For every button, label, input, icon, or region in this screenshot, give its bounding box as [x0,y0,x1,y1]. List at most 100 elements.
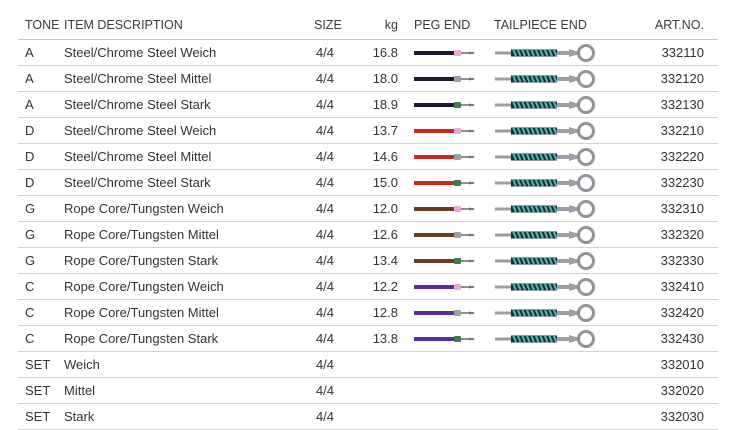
table-row: A Steel/Chrome Steel Weich 4/4 16.8 332110 [18,40,718,66]
cell-tone: A [25,45,34,60]
peg-end-icon [414,258,475,264]
cell-description: Steel/Chrome Steel Weich [64,123,217,138]
cell-description: Rope Core/Tungsten Mittel [64,227,219,242]
tailpiece-end-icon [495,226,595,244]
cell-art-no: 332110 [661,45,704,60]
table-row: D Steel/Chrome Steel Mittel 4/4 14.6 332220 [18,144,718,170]
cell-art-no: 332220 [660,149,704,164]
table-row: C Rope Core/Tungsten Mittel 4/4 12.8 332420 [18,300,718,326]
cell-kg: 13.4 [372,253,398,268]
tailpiece-end-icon [495,252,595,270]
header-peg-end: PEG END [414,18,471,32]
cell-tone: D [25,149,35,164]
peg-end-icon [414,336,475,342]
peg-end-icon [414,102,475,108]
cell-art-no: 332430 [660,331,704,346]
cell-art-no: 332120 [660,71,704,86]
cell-size: 4/4 [315,149,335,164]
peg-end-icon [414,76,475,82]
cell-kg: 13.8 [372,331,398,346]
cell-tone: C [25,331,35,346]
peg-end-icon [414,180,475,186]
cell-tone: A [25,97,34,112]
cell-size: 4/4 [315,279,335,294]
cell-art-no: 332310 [660,201,704,216]
peg-end-icon [414,232,475,238]
header-size: SIZE [314,18,342,32]
cell-size: 4/4 [315,97,335,112]
table-row: G Rope Core/Tungsten Mittel 4/4 12.6 332320 [18,222,718,248]
cell-art-no: 332410 [660,279,704,294]
tailpiece-end-icon [495,330,595,348]
cell-size: 4/4 [315,71,335,86]
tailpiece-end-icon [495,122,595,140]
cell-description: Steel/Chrome Steel Weich [64,45,217,60]
cell-tone: C [25,305,35,320]
table-row: A Steel/Chrome Steel Mittel 4/4 18.0 332120 [18,66,718,92]
cell-size: 4/4 [315,253,335,268]
cell-description: Steel/Chrome Steel Mittel [64,71,212,86]
cell-description: Rope Core/Tungsten Weich [64,279,224,294]
cell-size: 4/4 [315,305,335,320]
cell-art-no: 332230 [660,175,704,190]
cell-description: Rope Core/Tungsten Weich [64,201,224,216]
cell-kg: 15.0 [372,175,398,190]
header-tone: TONE [25,18,60,32]
table-row: D Steel/Chrome Steel Stark 4/4 15.0 332230 [18,170,718,196]
peg-end-icon [414,310,475,316]
cell-art-no: 332020 [660,383,704,398]
header-description: ITEM DESCRIPTION [64,18,183,32]
cell-tone: SET [25,409,51,424]
tailpiece-end-icon [495,278,595,296]
cell-art-no: 332030 [660,409,704,424]
cell-kg: 12.2 [372,279,398,294]
cell-size: 4/4 [315,357,335,372]
cell-description: Rope Core/Tungsten Stark [64,253,219,268]
cell-size: 4/4 [315,201,335,216]
cell-description: Mittel [64,383,96,398]
cell-description: Steel/Chrome Steel Mittel [64,149,212,164]
cell-size: 4/4 [315,45,335,60]
cell-kg: 12.0 [372,201,398,216]
cell-description: Rope Core/Tungsten Stark [64,331,219,346]
cell-tone: SET [25,383,51,398]
cell-kg: 16.8 [372,45,398,60]
header-tailpiece-end: TAILPIECE END [494,18,587,32]
table-row: D Steel/Chrome Steel Weich 4/4 13.7 332210 [18,118,718,144]
cell-tone: SET [25,357,51,372]
cell-description: Steel/Chrome Steel Stark [64,97,211,112]
table-header: TONE ITEM DESCRIPTION SIZE kg PEG END TA… [18,13,718,40]
header-kg: kg [384,18,398,32]
cell-art-no: 332210 [660,123,704,138]
table-row: SET Mittel 4/4 332020 [18,378,718,404]
tailpiece-end-icon [495,148,595,166]
cell-kg: 14.6 [372,149,398,164]
cell-tone: G [25,253,36,268]
cell-size: 4/4 [315,383,335,398]
cell-art-no: 332420 [660,305,704,320]
cell-kg: 12.8 [372,305,398,320]
tailpiece-end-icon [495,304,595,322]
cell-size: 4/4 [315,331,335,346]
header-art-no: ART.NO. [654,18,704,32]
tailpiece-end-icon [495,44,595,62]
table-row: SET Weich 4/4 332010 [18,352,718,378]
cell-tone: C [25,279,35,294]
cell-art-no: 332320 [660,227,704,242]
cell-kg: 18.9 [372,97,398,112]
table-body: A Steel/Chrome Steel Weich 4/4 16.8 332110 A S… [18,40,718,430]
cell-tone: A [25,71,34,86]
cell-tone: G [25,227,36,242]
cell-tone: D [25,123,35,138]
cell-tone: G [25,201,36,216]
peg-end-icon [414,128,475,134]
table-row: G Rope Core/Tungsten Weich 4/4 12.0 332310 [18,196,718,222]
peg-end-icon [414,50,475,56]
cell-description: Steel/Chrome Steel Stark [64,175,211,190]
cell-tone: D [25,175,35,190]
table-row: C Rope Core/Tungsten Stark 4/4 13.8 332430 [18,326,718,352]
cell-kg: 18.0 [372,71,398,86]
peg-end-icon [414,284,475,290]
cell-kg: 12.6 [372,227,398,242]
cell-size: 4/4 [315,123,335,138]
